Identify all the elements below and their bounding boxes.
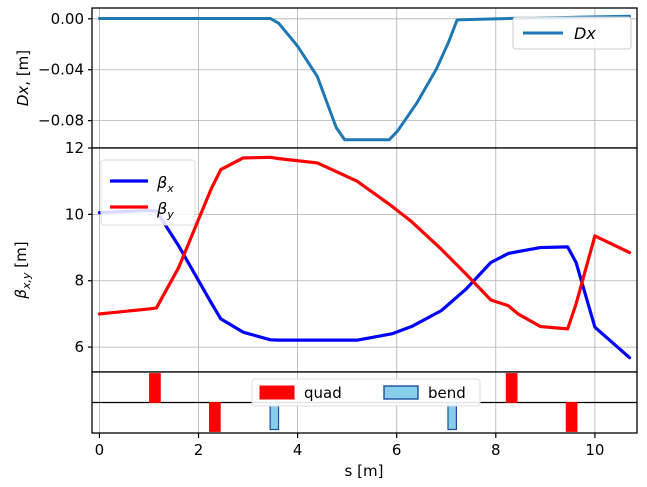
- y-tick-label: 6: [74, 338, 84, 356]
- beta-x-curve: [97, 208, 632, 360]
- lattice-element-quad: [565, 402, 578, 432]
- y-tick-label: 10: [65, 205, 84, 223]
- dispersion-legend-box: [512, 16, 632, 50]
- bend-swatch-icon: [383, 385, 419, 400]
- y-tick-label: −0.08: [38, 112, 84, 130]
- dispersion-y-axis-unit: , [m]: [14, 50, 32, 86]
- y-tick-label: −0.04: [38, 61, 84, 79]
- lattice-element-quad: [505, 373, 518, 403]
- lattice-legend-label-bend: bend: [428, 384, 466, 402]
- dispersion-legend-label-dx: Dx: [574, 24, 596, 43]
- y-tick-label: 0.00: [51, 10, 84, 28]
- beta-legend-label-betay: βy: [156, 199, 174, 221]
- x-tick-label: 10: [585, 441, 604, 459]
- dispersion-y-axis-title: Dx, [m]: [14, 50, 32, 106]
- lattice-element-bend: [447, 401, 458, 431]
- beta-legend[interactable]: βx βy: [100, 159, 196, 226]
- lattice-x-ticks: 0 2 4 6 8 10: [95, 433, 604, 459]
- x-tick-label: 2: [194, 441, 204, 459]
- x-tick-label: 0: [95, 441, 105, 459]
- dispersion-y-ticks: 0.00 −0.04 −0.08: [38, 10, 92, 130]
- lattice-element-bend: [269, 401, 280, 431]
- dispersion-legend[interactable]: Dx: [512, 16, 632, 50]
- dispersion-y-axis-symbol: Dx: [14, 86, 32, 107]
- beta-legend-label-betax: βx: [156, 173, 174, 195]
- beta-y-axis-title: βx,y [m]: [12, 241, 33, 299]
- x-tick-label: 8: [491, 441, 501, 459]
- dispersion-series: [97, 14, 632, 142]
- lattice-element-quad: [209, 402, 221, 432]
- x-axis-title: s [m]: [345, 462, 384, 480]
- lattice-legend[interactable]: quad bend: [251, 378, 481, 407]
- beta-y-curve: [97, 155, 632, 331]
- beta-y-ticks: 6 8 10 12: [65, 139, 92, 356]
- lattice-element-quad: [149, 373, 161, 403]
- lattice-legend-box: [251, 378, 481, 407]
- dispersion-curve-dx: [97, 14, 632, 142]
- quad-swatch-icon: [259, 385, 295, 400]
- lattice-panel: 0 2 4 6 8 10 s [m] quad bend: [91, 371, 638, 480]
- lattice-legend-label-quad: quad: [304, 384, 342, 402]
- beta-series: [97, 155, 632, 360]
- x-tick-label: 6: [392, 441, 402, 459]
- y-tick-label: 12: [65, 139, 84, 157]
- y-tick-label: 8: [74, 272, 84, 290]
- lattice-axes-frame: [91, 371, 638, 434]
- beta-legend-box: [100, 159, 196, 226]
- x-tick-label: 4: [293, 441, 303, 459]
- beta-panel: 6 8 10 12 βx,y [m] βx βy: [12, 139, 638, 373]
- dispersion-panel: 0.00−0.04−0.08 Dx, [m] Dx: [14, 7, 638, 149]
